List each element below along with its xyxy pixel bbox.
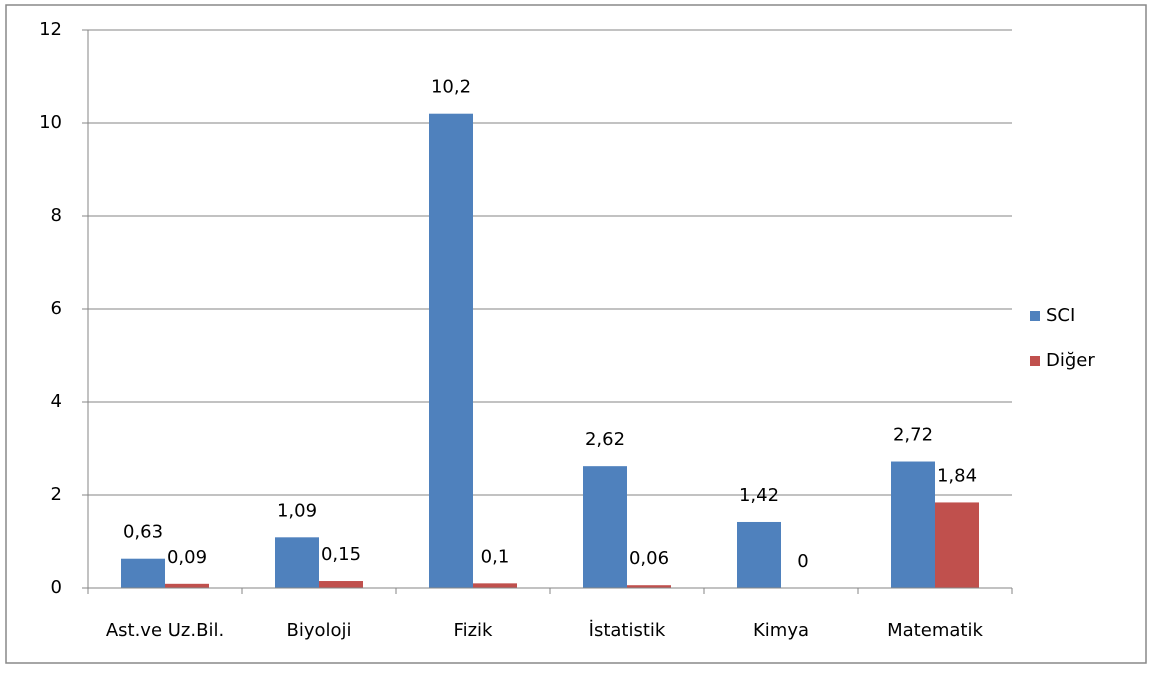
y-tick-label: 10 xyxy=(39,112,62,133)
bar xyxy=(165,583,209,588)
bar xyxy=(627,585,671,588)
y-tick-label: 12 xyxy=(39,19,62,40)
x-tick-label: Fizik xyxy=(454,620,493,641)
x-tick-label: İstatistik xyxy=(589,620,666,641)
bar xyxy=(583,466,627,588)
value-label: 1,42 xyxy=(739,485,779,506)
value-label: 10,2 xyxy=(431,77,471,98)
value-label: 0,06 xyxy=(629,548,669,569)
bar xyxy=(275,537,319,588)
x-tick-label: Matematik xyxy=(887,620,983,641)
y-tick-label: 4 xyxy=(51,391,62,412)
bar xyxy=(935,502,979,588)
y-tick-label: 2 xyxy=(51,484,62,505)
x-tick-label: Biyoloji xyxy=(286,620,351,641)
value-label: 0,1 xyxy=(481,546,510,567)
y-tick-label: 8 xyxy=(51,205,62,226)
value-label: 2,72 xyxy=(893,425,933,446)
bar xyxy=(121,558,165,588)
x-tick-label: Ast.ve Uz.Bil. xyxy=(106,620,224,641)
legend-swatch xyxy=(1030,311,1040,321)
bar xyxy=(319,581,363,588)
value-label: 0 xyxy=(797,551,808,572)
y-tick-label: 6 xyxy=(51,298,62,319)
value-label: 0,63 xyxy=(123,522,163,543)
value-label: 0,09 xyxy=(167,547,207,568)
x-tick-label: Kimya xyxy=(753,620,809,641)
legend-label: SCI xyxy=(1046,305,1075,326)
value-label: 0,15 xyxy=(321,544,361,565)
value-label: 2,62 xyxy=(585,429,625,450)
bar xyxy=(737,521,781,588)
value-label: 1,84 xyxy=(937,465,977,486)
legend-label: Diğer xyxy=(1046,350,1095,371)
bar xyxy=(891,461,935,588)
value-label: 1,09 xyxy=(277,500,317,521)
legend-swatch xyxy=(1030,356,1040,366)
y-tick-label: 0 xyxy=(51,577,62,598)
bar xyxy=(473,583,517,588)
bar xyxy=(429,113,473,588)
